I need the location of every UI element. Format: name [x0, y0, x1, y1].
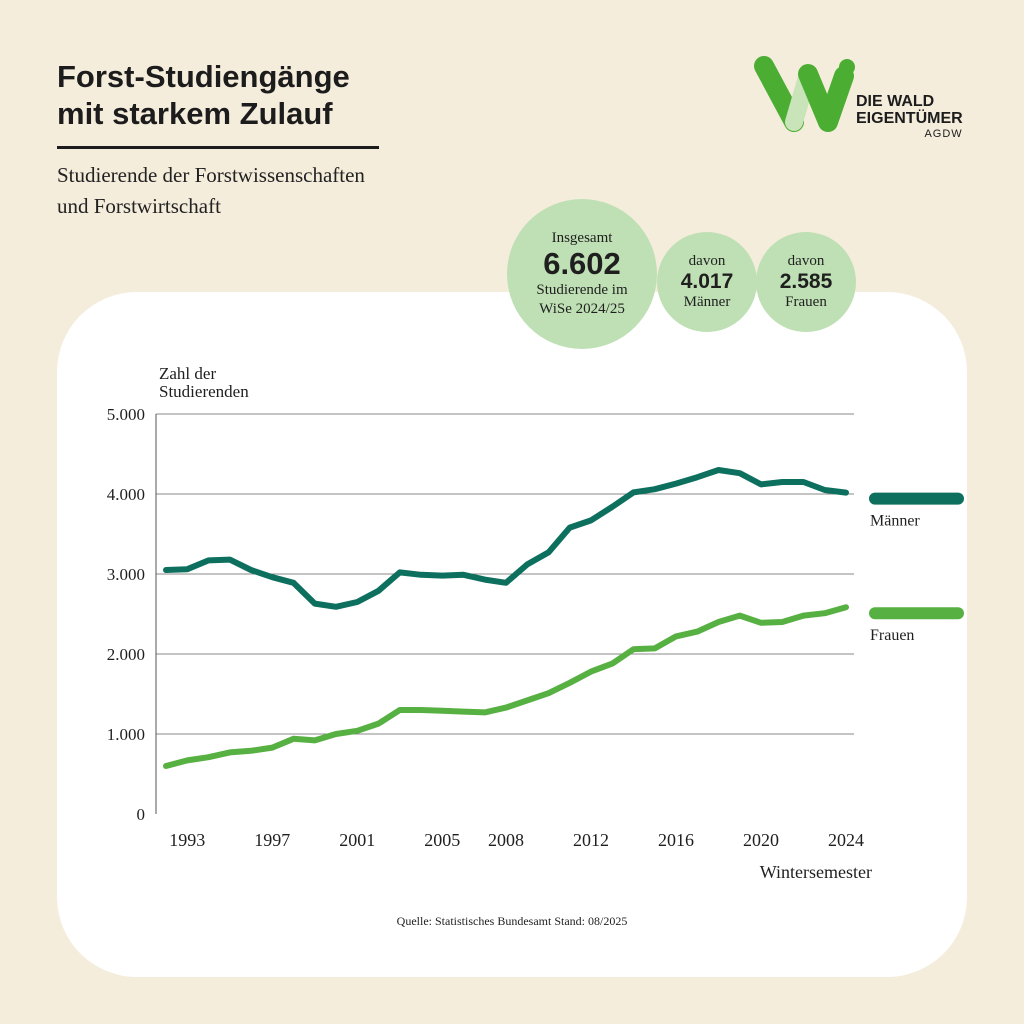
page-title: Forst-Studiengänge mit starkem Zulauf — [57, 58, 350, 132]
logo-line-2: EIGENTÜMER — [856, 110, 963, 127]
men-value: 4.017 — [680, 269, 734, 293]
logo-wordmark: DIE WALD EIGENTÜMER AGDW — [856, 93, 963, 141]
logo-line-1: DIE WALD — [856, 93, 935, 110]
total-students-bubble: Insgesamt 6.602 Studierende im WiSe 2024… — [507, 199, 657, 349]
logo-w-right-stroke — [798, 64, 854, 132]
series-line-frauen — [163, 604, 849, 769]
legend-label-frauen: Frauen — [870, 627, 914, 644]
x-tick-label-2001: 2001 — [339, 830, 375, 850]
chart-card — [57, 292, 967, 977]
x-tick-label-2012: 2012 — [573, 830, 609, 850]
women-caption: Frauen — [785, 294, 827, 311]
x-tick-label-1993: 1993 — [169, 830, 205, 850]
total-caption-2: WiSe 2024/25 — [539, 300, 625, 317]
x-axis-label: Wintersemester — [760, 862, 872, 882]
total-value: 6.602 — [543, 246, 621, 282]
total-caption-1: Studierende im — [536, 281, 628, 298]
legend: Männer Frauen — [869, 492, 964, 644]
y-axis-label-line-1: Zahl der — [159, 364, 216, 383]
x-tick-label-2024: 2024 — [828, 830, 864, 850]
y-tick-label-2000: 2.000 — [107, 645, 145, 664]
title-underline — [57, 146, 379, 149]
logo-dot — [839, 59, 855, 75]
total-label: Insgesamt — [551, 230, 613, 247]
men-caption: Männer — [683, 294, 731, 311]
series-line-maenner — [163, 467, 849, 610]
y-tick-label-0: 0 — [137, 805, 146, 824]
women-students-bubble: davon 2.585 Frauen — [756, 232, 856, 332]
source-note: Quelle: Statistisches Bundesamt Stand: 0… — [396, 914, 628, 928]
title-line-1: Forst-Studiengänge — [57, 59, 350, 94]
logo-line-3: AGDW — [924, 128, 963, 140]
y-axis-label-line-2: Studierenden — [159, 382, 249, 401]
series-lines — [163, 467, 849, 769]
x-tick-label-2008: 2008 — [488, 830, 524, 850]
legend-label-maenner: Männer — [870, 513, 920, 530]
x-tick-labels: 1993 1997 2001 2005 2008 2012 2016 2020 2024 — [169, 830, 864, 850]
x-tick-label-1997: 1997 — [254, 830, 290, 850]
x-tick-label-2005: 2005 — [424, 830, 460, 850]
grid-lines — [156, 413, 854, 735]
x-tick-label-2020: 2020 — [743, 830, 779, 850]
agdw-logo-mark — [754, 56, 855, 132]
men-label: davon — [688, 252, 726, 269]
subtitle-line-2: und Forstwirtschaft — [57, 194, 221, 218]
men-students-bubble: davon 4.017 Männer — [657, 232, 757, 332]
women-label: davon — [787, 252, 825, 269]
women-value: 2.585 — [779, 269, 833, 293]
y-tick-label-3000: 3.000 — [107, 565, 145, 584]
subtitle-line-1: Studierende der Forstwissenschaften — [57, 163, 365, 187]
y-tick-label-5000: 5.000 — [107, 405, 145, 424]
y-tick-label-1000: 1.000 — [107, 725, 145, 744]
x-tick-label-2016: 2016 — [658, 830, 694, 850]
y-tick-labels: 0 1.000 2.000 3.000 4.000 5.000 — [107, 405, 145, 824]
page-subtitle: Studierende der Forstwissenschaften und … — [57, 160, 365, 222]
y-tick-label-4000: 4.000 — [107, 485, 145, 504]
title-line-2: mit starkem Zulauf — [57, 96, 333, 131]
